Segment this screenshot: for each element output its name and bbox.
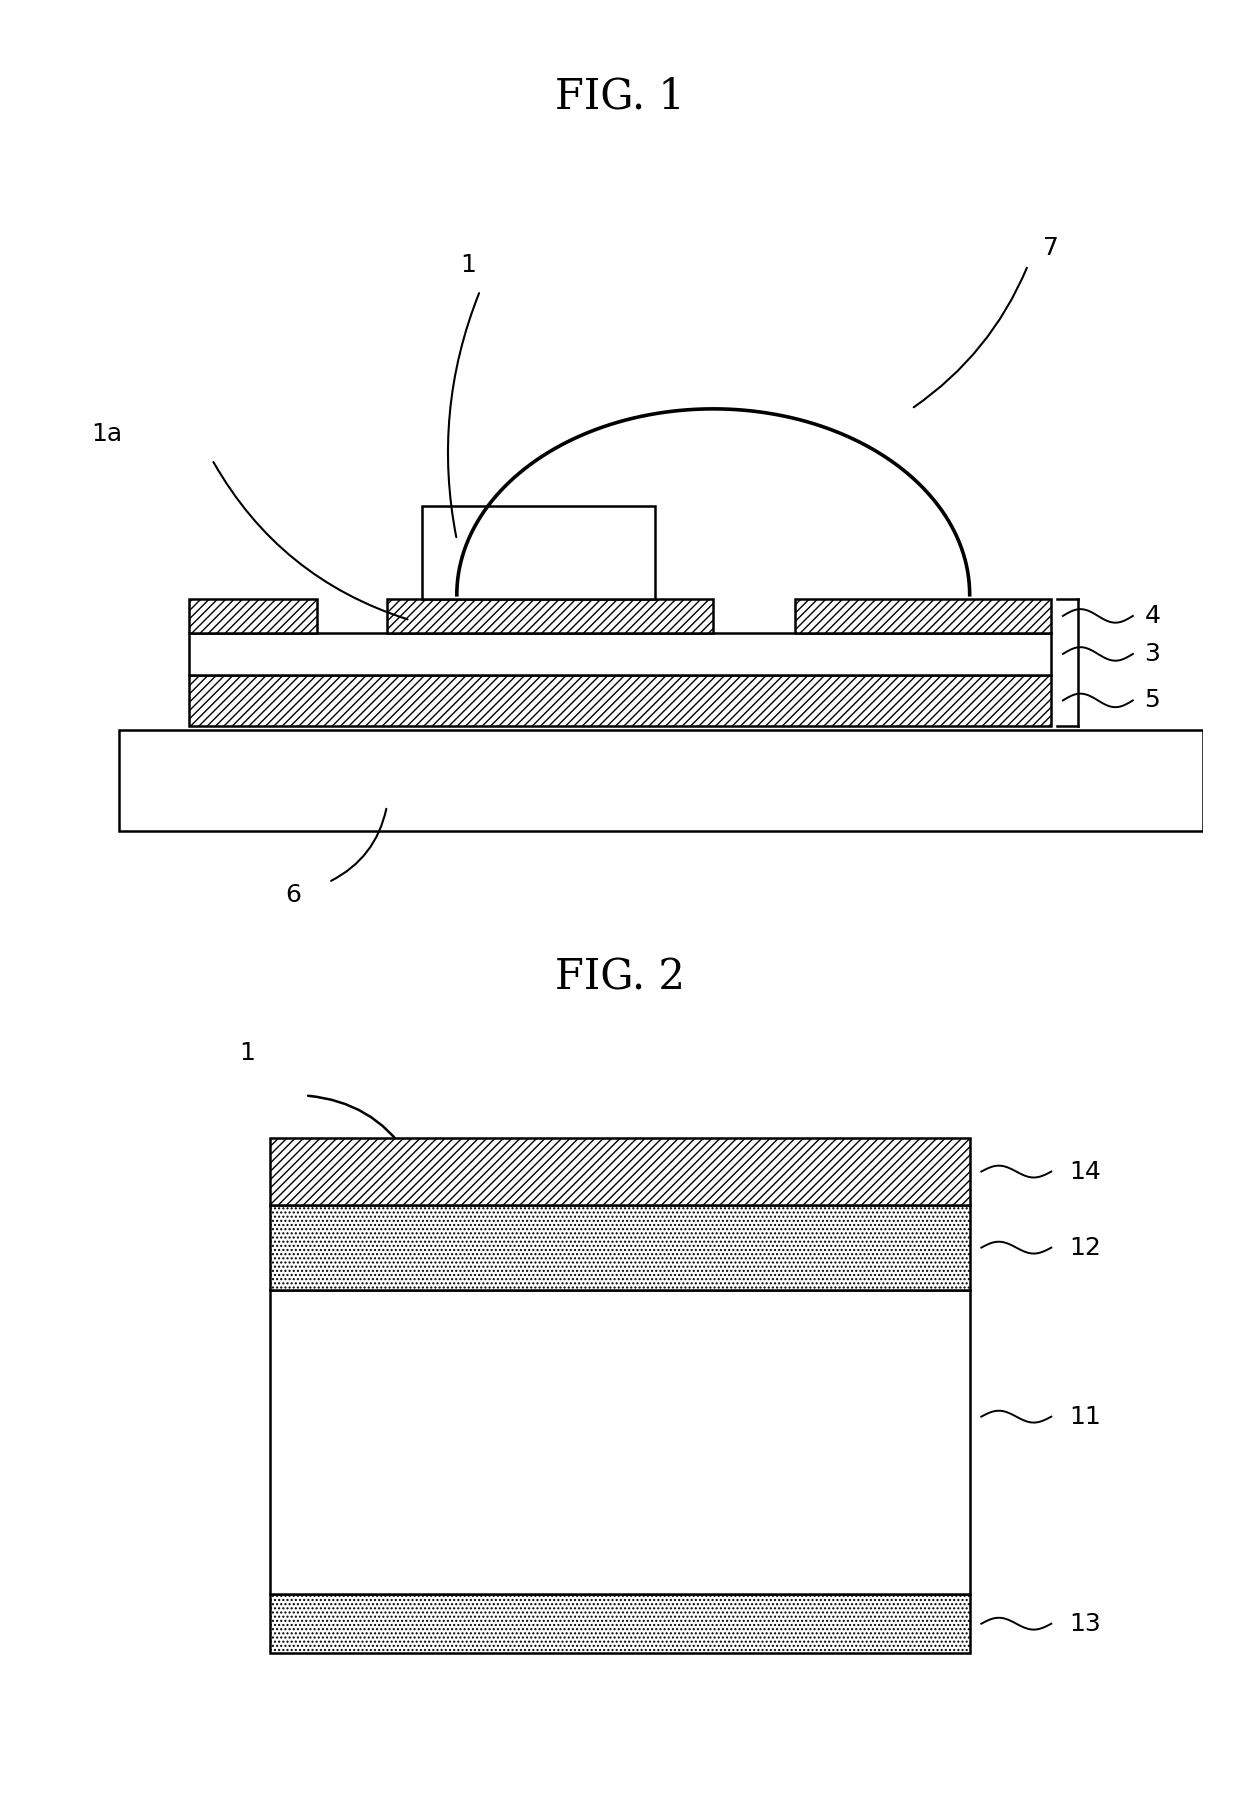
Text: 6: 6 bbox=[285, 883, 301, 906]
Text: 12: 12 bbox=[1069, 1235, 1101, 1260]
Bar bbox=[270, 1138, 970, 1205]
Bar bbox=[795, 599, 1052, 633]
Text: 1: 1 bbox=[239, 1041, 255, 1064]
Text: 1: 1 bbox=[460, 254, 476, 277]
Bar bbox=[188, 633, 1052, 674]
Text: 4: 4 bbox=[1145, 604, 1161, 628]
Text: 14: 14 bbox=[1069, 1160, 1101, 1183]
Bar bbox=[270, 1289, 970, 1595]
Text: 5: 5 bbox=[1145, 689, 1161, 712]
Bar bbox=[422, 505, 655, 599]
Bar bbox=[270, 1205, 970, 1289]
Text: FIG. 1: FIG. 1 bbox=[556, 76, 684, 117]
Text: 1a: 1a bbox=[92, 423, 123, 446]
Bar bbox=[188, 599, 317, 633]
Bar bbox=[188, 674, 1052, 726]
Text: 13: 13 bbox=[1069, 1611, 1101, 1636]
Bar bbox=[387, 599, 713, 633]
Text: FIG. 2: FIG. 2 bbox=[556, 957, 684, 998]
Bar bbox=[270, 1595, 970, 1654]
Text: 7: 7 bbox=[1043, 236, 1059, 261]
Text: 11: 11 bbox=[1069, 1404, 1101, 1429]
Bar bbox=[119, 730, 1203, 831]
Text: 3: 3 bbox=[1145, 642, 1161, 665]
